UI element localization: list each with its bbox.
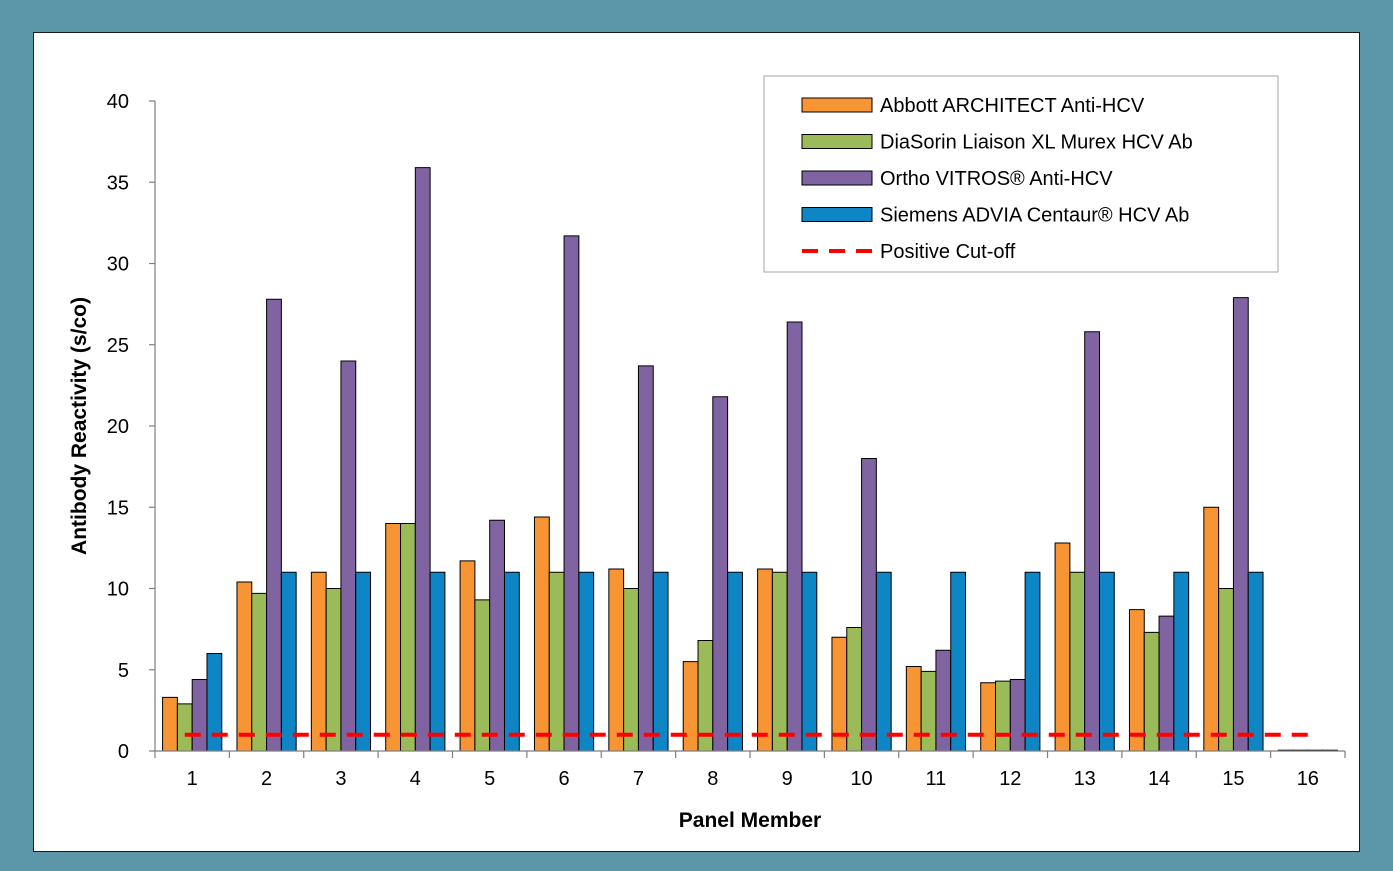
legend-swatch-series3 [801, 170, 873, 186]
x-tick-label: 14 [1148, 768, 1170, 790]
bar-series1-member-1 [162, 696, 178, 752]
x-tick-label: 10 [850, 768, 872, 790]
x-tick-label: 11 [926, 768, 947, 790]
x-tick-label: 4 [410, 768, 421, 790]
bar-series4-member-4 [429, 571, 446, 752]
bar-series1-member-11 [905, 666, 922, 752]
bar-series3-member-8 [712, 396, 729, 752]
x-tick-label: 12 [999, 768, 1021, 790]
bar-series1-member-8 [682, 661, 699, 752]
bar-series4-member-2 [280, 571, 297, 752]
bar-series2-member-15 [1218, 588, 1234, 752]
bar-series4-member-15 [1247, 571, 1264, 752]
y-axis-title: Antibody Reactivity (s/co) [68, 297, 91, 555]
bar-series1-member-5 [459, 560, 476, 752]
bar-series3-member-13 [1084, 331, 1100, 752]
x-tick-label: 16 [1297, 768, 1319, 790]
bar-series4-member-11 [950, 571, 967, 752]
bar-series3-member-6 [563, 235, 580, 752]
bar-series4-member-8 [727, 571, 743, 752]
bar-series1-member-6 [533, 516, 550, 752]
y-tick-label: 25 [107, 335, 129, 357]
bar-series2-member-6 [548, 571, 565, 752]
x-tick-label: 9 [782, 768, 793, 790]
y-tick-label: 40 [107, 91, 129, 113]
legend-label-series1: Abbott ARCHITECT Anti-HCV [880, 95, 1145, 117]
bar-series4-member-14 [1173, 571, 1190, 752]
bar-series2-member-3 [325, 588, 342, 752]
bar-series2-member-11 [920, 670, 937, 752]
legend-label-cutoff: Positive Cut-off [880, 241, 1016, 263]
y-tick-label: 5 [118, 660, 129, 682]
y-tick-label: 15 [107, 497, 129, 519]
bar-series4-member-12 [1024, 571, 1041, 752]
bar-series1-member-9 [757, 568, 773, 752]
bar-series2-member-13 [1069, 571, 1086, 752]
x-tick-label: 8 [707, 768, 718, 790]
bar-series3-member-10 [861, 458, 877, 752]
bar-series4-member-3 [355, 571, 372, 752]
legend-swatch-series4 [801, 207, 873, 222]
bar-series3-member-7 [637, 365, 654, 752]
bar-series3-member-4 [414, 167, 431, 752]
x-tick-label: 6 [559, 768, 570, 790]
bar-series3-member-1 [191, 679, 208, 752]
bar-series4-member-6 [578, 571, 595, 752]
legend: Abbott ARCHITECT Anti-HCV DiaSorin Liaiso… [763, 75, 1279, 273]
bar-series1-member-4 [385, 523, 402, 752]
bar-series3-member-15 [1232, 297, 1249, 752]
legend-label-series3: Ortho VITROS® Anti-HCV [880, 168, 1113, 190]
bar-series4-member-9 [801, 571, 818, 752]
bar-series2-member-9 [771, 571, 788, 752]
bar-series3-member-14 [1158, 615, 1175, 752]
bar-series4-member-10 [875, 571, 892, 752]
y-tick-label: 20 [107, 416, 129, 438]
x-tick-label: 5 [484, 768, 495, 790]
bar-series1-member-3 [310, 571, 327, 752]
y-tick-label: 10 [107, 579, 129, 601]
bar-series1-member-13 [1054, 542, 1071, 752]
bar-series2-member-7 [623, 588, 639, 752]
x-tick-label: 7 [633, 768, 644, 790]
bar-series2-member-4 [400, 523, 416, 752]
bar-series2-member-2 [251, 592, 268, 752]
bar-series1-member-2 [236, 581, 253, 752]
bar-series4-member-7 [652, 571, 669, 752]
bar-series3-member-3 [340, 360, 357, 752]
bar-series2-member-10 [846, 627, 863, 752]
bar-series1-member-15 [1203, 506, 1220, 752]
bar-series2-member-1 [176, 703, 193, 752]
bar-series2-member-12 [995, 680, 1011, 752]
bar-series3-member-12 [1009, 679, 1026, 752]
legend-swatch-series2 [801, 134, 873, 149]
bar-series1-member-12 [980, 682, 997, 752]
bar-series4-member-13 [1098, 571, 1115, 752]
bar-series1-member-7 [608, 568, 625, 752]
y-tick-label: 35 [107, 172, 129, 194]
bar-series1-member-14 [1128, 609, 1145, 752]
chart-frame: 0 5 10 15 20 25 30 35 40 1 2 3 4 5 6 7 8 9 10 11 12 13 14 15 16 … [33, 32, 1360, 852]
y-tick-label: 30 [107, 254, 129, 276]
x-tick-label: 2 [261, 768, 272, 790]
bar-series4-member-5 [503, 571, 520, 752]
x-tick-label: 1 [187, 768, 198, 790]
bar-series3-member-2 [266, 298, 282, 752]
legend-label-series2: DiaSorin Liaison XL Murex HCV Ab [880, 132, 1193, 154]
legend-swatch-series1 [801, 97, 873, 113]
x-tick-label: 15 [1222, 768, 1244, 790]
y-tick-label: 0 [118, 741, 129, 763]
bar-series3-member-5 [489, 519, 505, 752]
bar-series2-member-5 [474, 599, 491, 752]
x-axis-title: Panel Member [679, 809, 821, 832]
x-tick-label: 3 [335, 768, 346, 790]
bar-series3-member-9 [786, 321, 803, 752]
x-tick-label: 13 [1074, 768, 1096, 790]
legend-label-series4: Siemens ADVIA Centaur® HCV Ab [880, 205, 1189, 227]
